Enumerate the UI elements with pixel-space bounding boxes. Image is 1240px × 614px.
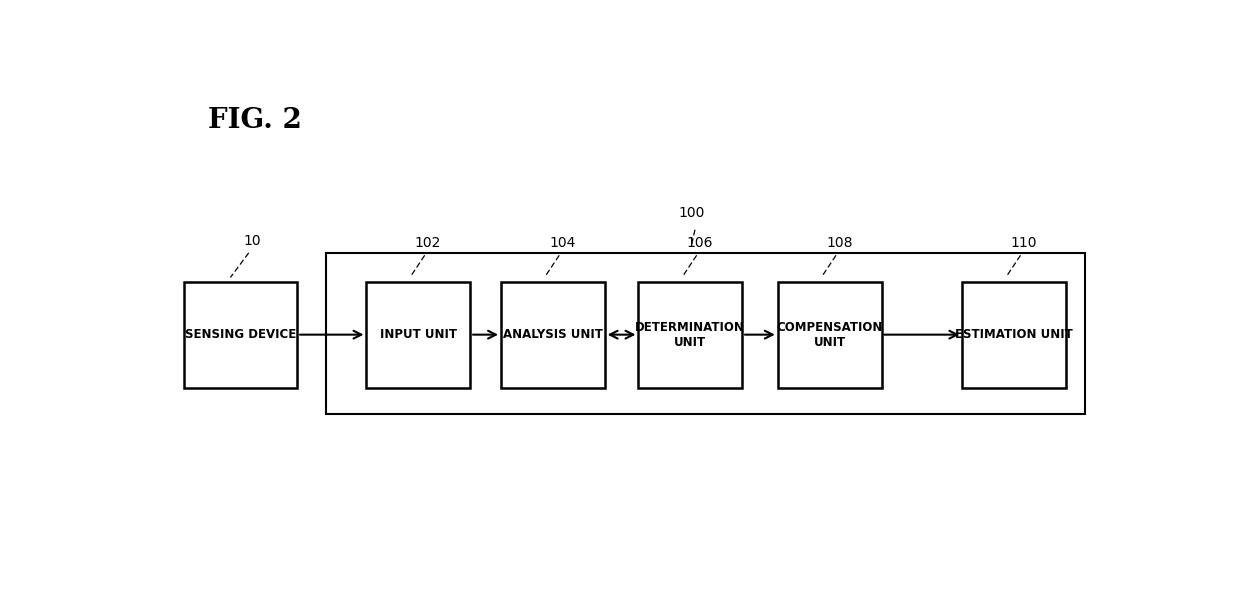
Text: 104: 104 — [549, 236, 575, 250]
Text: 102: 102 — [414, 236, 441, 250]
Bar — [184, 282, 298, 388]
Text: 10: 10 — [243, 234, 260, 247]
Text: 108: 108 — [826, 236, 852, 250]
Text: 106: 106 — [687, 236, 713, 250]
Bar — [777, 282, 882, 388]
Text: COMPENSATION
UNIT: COMPENSATION UNIT — [776, 321, 883, 349]
Bar — [639, 282, 743, 388]
Text: INPUT UNIT: INPUT UNIT — [379, 328, 456, 341]
Text: DETERMINATION
UNIT: DETERMINATION UNIT — [635, 321, 745, 349]
Text: 110: 110 — [1011, 236, 1037, 250]
Text: 100: 100 — [678, 206, 704, 220]
Text: ESTIMATION UNIT: ESTIMATION UNIT — [955, 328, 1073, 341]
Text: ANALYSIS UNIT: ANALYSIS UNIT — [503, 328, 603, 341]
Bar — [962, 282, 1066, 388]
Text: SENSING DEVICE: SENSING DEVICE — [185, 328, 296, 341]
Bar — [367, 282, 470, 388]
Text: FIG. 2: FIG. 2 — [208, 107, 301, 134]
Bar — [326, 254, 1085, 414]
Bar — [501, 282, 605, 388]
